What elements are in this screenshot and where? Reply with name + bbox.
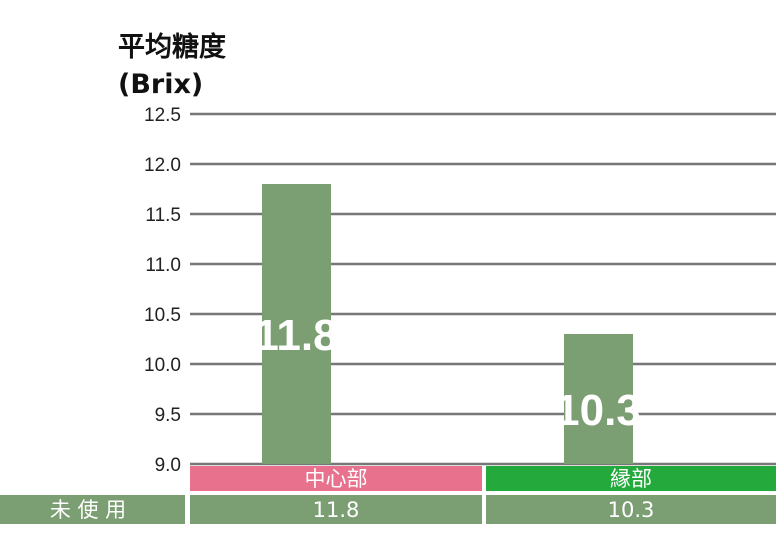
y-axis-label-line1: 平均糖度 [118, 31, 226, 63]
table-row-header [0, 495, 185, 524]
bar [564, 334, 633, 464]
y-axis-label-line2: (Brix) [118, 69, 203, 100]
table-cell [190, 495, 482, 524]
table-cell-value: 11.8 [313, 498, 360, 522]
y-tick-label: 10.0 [144, 355, 181, 376]
y-tick-label: 12.0 [144, 155, 181, 176]
category-band [486, 466, 776, 491]
y-axis-label: 平均糖度 (Brix) [118, 31, 226, 100]
y-tick-labels: 12.5 12.0 11.5 11.0 10.5 10.0 9.5 9.0 [144, 105, 181, 476]
bars: 11.8 10.3 [254, 184, 641, 464]
category-label: 縁部 [610, 467, 652, 491]
y-tick-label: 12.5 [144, 105, 181, 126]
category-label: 中心部 [305, 467, 368, 491]
value-table: 未 使 用 11.8 10.3 [0, 495, 776, 524]
y-tick-label: 11.5 [145, 205, 181, 226]
bar-data-label: 11.8 [254, 311, 337, 360]
table-cell-value: 10.3 [608, 498, 655, 522]
category-bands: 中心部 縁部 [190, 466, 776, 491]
y-tick-label: 10.5 [144, 305, 181, 326]
bar-data-label: 10.3 [555, 386, 641, 435]
table-cell [486, 495, 776, 524]
y-tick-label: 9.5 [155, 405, 181, 426]
y-tick-label: 11.0 [145, 255, 181, 276]
category-band [190, 466, 482, 491]
y-tick-label: 9.0 [155, 455, 181, 476]
table-row-label: 未 使 用 [50, 498, 126, 522]
bar [262, 184, 331, 464]
